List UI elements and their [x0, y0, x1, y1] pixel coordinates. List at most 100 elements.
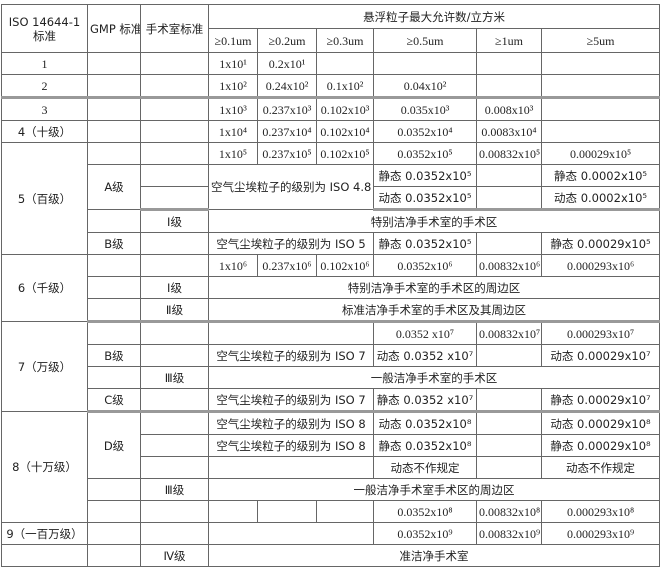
header-operating-room: 手术室标准: [140, 4, 209, 53]
table-row: Ⅱ级 标准洁净手术室的手术区及其周边区: [2, 298, 661, 323]
cell: 0.04x10²: [373, 74, 477, 99]
empty-cell: [540, 74, 661, 99]
empty-cell: [540, 120, 661, 143]
empty-cell: [476, 164, 542, 187]
cell: 0.00832x10⁹: [476, 522, 542, 545]
cell: 0.102x10³: [316, 97, 374, 121]
cell: 0.1x10²: [316, 74, 374, 99]
cell: 1x10⁶: [208, 254, 258, 277]
empty-cell: [140, 97, 209, 121]
empty-cell: [87, 142, 141, 165]
cell: 空气尘埃粒子的级别为 ISO 7: [208, 344, 374, 367]
cell: 1x10²: [208, 74, 258, 99]
cell: 静态 0.0352x10⁵: [373, 232, 477, 255]
table-row: Ⅲ级 一般洁净手术室的手术区: [2, 366, 661, 389]
cell: 特别洁净手术室的手术区: [207, 209, 661, 233]
cell: 一般洁净手术室的手术区: [207, 366, 661, 389]
iso-class: 9（一百万级）: [1, 522, 88, 545]
cell: 静态 0.00029x10⁸: [540, 434, 661, 457]
cell: 0.0352 x10⁷: [373, 321, 477, 345]
table-row: 1 1x10¹ 0.2x10¹: [1, 52, 661, 75]
empty-cell: [476, 411, 542, 435]
empty-cell: [87, 500, 141, 523]
table-row: 5（百级） 1x10⁵ 0.237x10⁵ 0.102x10⁵ 0.0352x10⁵ 0…: [1, 142, 661, 255]
cell: 0.00832x10⁶: [476, 254, 542, 277]
table-row: A级 空气尘埃粒子的级别为 ISO 4.8 静态 0.0352x10⁵ 静态 0.…: [2, 164, 661, 210]
empty-cell: [140, 120, 209, 143]
cell: 静态 0.00029x10⁵: [540, 232, 661, 255]
header-size: ≥0.5um: [373, 28, 477, 53]
iso-class: 6（千级）: [1, 254, 88, 322]
empty-cell: [87, 321, 141, 345]
table-row: Ⅲ级 一般洁净手术室手术区的周边区: [2, 478, 661, 501]
header-size: ≥0.3um: [316, 28, 374, 53]
cell: 一般洁净手术室手术区的周边区: [207, 478, 661, 501]
empty-cell: [140, 142, 209, 165]
or-grade: Ⅱ级: [140, 298, 209, 323]
cell: 0.0352x10⁵: [373, 142, 477, 165]
header-size: ≥0.2um: [257, 28, 317, 53]
cell: 0.0352x10⁶: [373, 254, 477, 277]
iso-class: 5（百级）: [1, 142, 88, 255]
empty-cell: [476, 456, 542, 479]
cell: 空气尘埃粒子的级别为 ISO 5: [208, 232, 374, 255]
or-grade: Ⅲ级: [140, 366, 209, 389]
cell: 1x10⁵: [208, 142, 258, 165]
header-gmp: GMP 标准: [87, 4, 141, 53]
header-sizes-row: ≥0.1um ≥0.2um ≥0.3um ≥0.5um ≥1um ≥5um: [2, 28, 661, 53]
or-grade: Ⅰ级: [140, 276, 209, 299]
iso-class: 1: [1, 52, 88, 75]
cell: 0.000293x10⁸: [540, 500, 661, 523]
cell: 0.2x10¹: [257, 52, 317, 75]
cell: 0.0352x10⁸: [373, 500, 477, 523]
empty-cell: [140, 500, 209, 523]
empty-cell: [87, 120, 141, 143]
empty-cell: [476, 74, 542, 99]
empty-cell: [140, 74, 209, 99]
cell: 空气尘埃粒子的级别为 ISO 4.8: [208, 164, 374, 210]
empty-cell: [140, 232, 209, 255]
empty-cell: [540, 97, 661, 121]
empty-cell: [140, 456, 209, 479]
header-size: ≥5um: [540, 28, 661, 53]
or-grade: Ⅳ级: [140, 544, 209, 567]
empty-cell: [140, 434, 209, 457]
cell: 0.0352x10⁴: [373, 120, 477, 143]
empty-cell: [257, 500, 317, 523]
cell: 0.102x10⁴: [316, 120, 374, 143]
empty-cell: [316, 500, 374, 523]
cell: 静态 0.0002x10⁵: [540, 164, 661, 187]
cell: 0.000293x10⁶: [540, 254, 661, 277]
cell: 0.000293x10⁷: [540, 321, 661, 345]
cell: 静态 0.0352 x10⁷: [373, 388, 477, 413]
empty-cell: [540, 52, 661, 75]
cell: 1x10³: [208, 97, 258, 121]
empty-cell: [87, 97, 141, 121]
empty-cell: [476, 434, 542, 457]
table-row: 动态 0.0352x10⁵ 动态 0.0002x10⁵: [2, 186, 661, 211]
empty-cell: [87, 52, 141, 75]
table-row: 7（万级） 0.0352 x10⁷ 0.00832x10⁷ 0.000293x10⁷: [1, 321, 661, 412]
table-row: 2 1x10² 0.24x10² 0.1x10² 0.04x10²: [1, 74, 661, 99]
empty-cell: [140, 388, 209, 413]
table-row: B级 空气尘埃粒子的级别为 ISO 7 动态 0.0352 x10⁷ 动态 0.0…: [2, 344, 661, 367]
table-row: 4（十级） 1x10⁴ 0.237x10⁴ 0.102x10⁴ 0.0352x10⁴ 0…: [1, 120, 661, 143]
iso-class: 4（十级）: [1, 120, 88, 143]
header-size: ≥1um: [476, 28, 542, 53]
cell: 动态 0.0352x10⁸: [373, 411, 477, 435]
cell: 0.00029x10⁵: [540, 142, 661, 165]
cell: 动态 0.0352x10⁵: [373, 186, 477, 211]
iso-class: 2: [1, 74, 88, 99]
table-row: 3 1x10³ 0.237x10³ 0.102x10³ 0.035x10³ 0.008x…: [1, 97, 661, 121]
cell: 1x10⁴: [208, 120, 258, 143]
or-grade: Ⅲ级: [140, 478, 209, 501]
table-row: C级 空气尘埃粒子的级别为 ISO 7 静态 0.0352 x10⁷ 静态 0.0…: [2, 388, 661, 413]
cell: 准洁净手术室: [207, 544, 661, 567]
gmp-grade: B级: [87, 232, 141, 255]
cell: 空气尘埃粒子的级别为 ISO 7: [208, 388, 374, 413]
empty-cell: [476, 186, 542, 211]
cell: 0.00832x10⁸: [476, 500, 542, 523]
cell: 0.237x10³: [257, 97, 317, 121]
table-row: 空气尘埃粒子的级别为 ISO 8 静态 0.0352x10⁸ 静态 0.00029…: [2, 434, 661, 457]
cell: 0.237x10⁵: [257, 142, 317, 165]
